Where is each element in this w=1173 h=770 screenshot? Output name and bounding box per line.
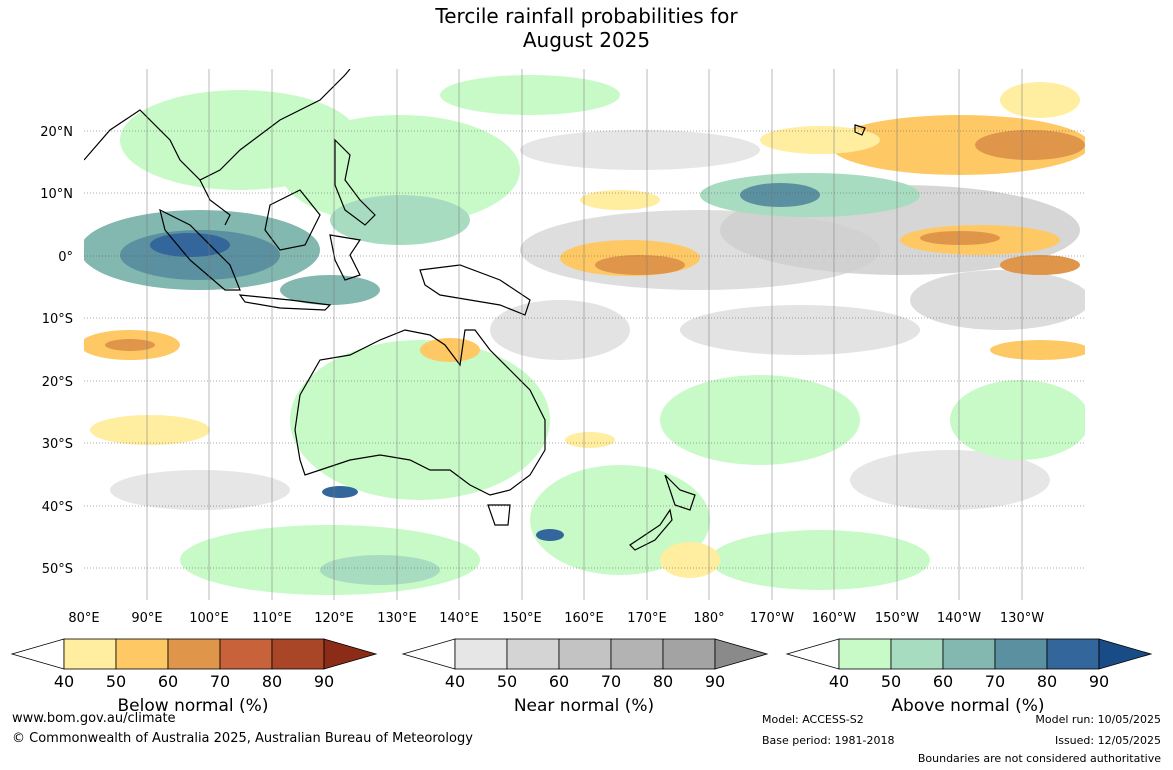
map-canvas: 20°N 10°N 0° 10°S 20°S 30°S 40°S 50°S 80…: [40, 69, 1085, 626]
sulawesi-outline: [329, 234, 362, 281]
lat-label: 20°S: [42, 375, 73, 390]
probability-field: [84, 75, 1085, 595]
lat-label: 20°N: [40, 125, 73, 140]
lat-label: 50°S: [42, 562, 73, 577]
lat-label: 10°N: [40, 187, 73, 202]
lon-label: 180°: [693, 611, 724, 626]
legend-title-above: Above normal (%): [891, 696, 1045, 716]
colorbar-tick-label: 50: [881, 672, 901, 690]
hawaii-outline: [854, 124, 866, 136]
colorbar-segment: [219, 638, 273, 670]
lon-label: 170°E: [627, 611, 667, 626]
tasmania-outline: [487, 504, 511, 526]
lon-label: 140°W: [937, 611, 981, 626]
title-line-2: August 2025: [522, 28, 651, 52]
disclaimer-text: Boundaries are not considered authoritat…: [917, 752, 1161, 765]
colorbar-segment: [115, 638, 169, 670]
sumatra-outline: [159, 208, 241, 291]
lat-label-group: 20°N 10°N 0° 10°S 20°S 30°S 40°S 50°S: [40, 125, 73, 577]
colorbar-segment: [506, 638, 560, 670]
colorbar-high-extension: [714, 638, 769, 670]
colorbar-tick-label: 80: [653, 672, 673, 690]
colorbar-segment: [942, 638, 996, 670]
colorbar-segment: [63, 638, 117, 670]
malay-peninsula: [199, 179, 231, 226]
lon-label: 170°W: [750, 611, 794, 626]
colorbar-tick-label: 70: [601, 672, 621, 690]
colorbar-low-extension: [10, 638, 65, 670]
lon-label: 150°E: [502, 611, 542, 626]
lat-label: 40°S: [42, 500, 73, 515]
colorbar-segment: [890, 638, 944, 670]
colorbar-near-normal: 40 50 60 70 80 90: [401, 638, 769, 690]
colorbar-tick-label: 40: [829, 672, 849, 690]
colorbar-high-extension: [1098, 638, 1153, 670]
lon-label: 140°E: [439, 611, 479, 626]
lon-gridlines: [146, 69, 1023, 600]
lat-label: 10°S: [42, 312, 73, 327]
lon-label: 160°E: [564, 611, 604, 626]
colorbar-segment: [662, 638, 716, 670]
colorbar-tick-label: 90: [705, 672, 725, 690]
colorbar-tick-label: 60: [158, 672, 178, 690]
asia-coast: [84, 69, 351, 181]
legend-title-below: Below normal (%): [117, 696, 269, 716]
map-title: Tercile rainfall probabilities for Augus…: [0, 4, 1173, 52]
colorbar-tick-label: 90: [1089, 672, 1109, 690]
model-run-text: Model run: 10/05/2025: [1035, 713, 1161, 726]
lon-label: 150°W: [875, 611, 919, 626]
lon-label: 80°E: [68, 611, 99, 626]
colorbar-tick-label: 90: [314, 672, 334, 690]
colorbar-low-extension: [785, 638, 840, 670]
copyright-text: © Commonwealth of Australia 2025, Austra…: [12, 731, 473, 746]
lon-label: 120°E: [314, 611, 354, 626]
lat-label: 0°: [58, 250, 73, 265]
title-line-1: Tercile rainfall probabilities for: [435, 4, 738, 28]
new-guinea-outline: [419, 264, 531, 316]
nz-south-island: [629, 508, 673, 551]
colorbar-below-normal: 40 50 60 70 80 90: [10, 638, 378, 690]
colorbar-tick-label: 40: [445, 672, 465, 690]
legend-title-near: Near normal (%): [513, 696, 655, 716]
colorbar-segment: [1046, 638, 1100, 670]
lon-label: 130°E: [377, 611, 417, 626]
lon-label: 100°E: [189, 611, 229, 626]
colorbar-tick-label: 70: [985, 672, 1005, 690]
colorbar-segment: [994, 638, 1048, 670]
colorbar-segment: [558, 638, 612, 670]
colorbar-tick-label: 80: [1037, 672, 1057, 690]
colorbar-segment: [271, 638, 325, 670]
lon-label: 130°W: [1000, 611, 1044, 626]
coastlines: [84, 69, 866, 551]
colorbar-tick-label: 40: [54, 672, 74, 690]
base-period-text: Base period: 1981-2018: [762, 734, 895, 747]
lon-label: 160°W: [812, 611, 856, 626]
lat-gridlines: [84, 130, 1085, 569]
borneo-outline: [264, 189, 321, 251]
colorbar-high-extension: [323, 638, 378, 670]
philippines-outline: [334, 138, 376, 226]
website-link[interactable]: www.bom.gov.au/climate: [12, 711, 176, 726]
colorbar-tick-label: 60: [549, 672, 569, 690]
colorbar-segment: [838, 638, 892, 670]
model-text: Model: ACCESS-S2: [762, 713, 864, 726]
australia-outline: [294, 329, 546, 496]
java-outline: [238, 294, 332, 311]
colorbar-tick-label: 50: [497, 672, 517, 690]
issued-text: Issued: 12/05/2025: [1054, 734, 1161, 747]
lon-label-group: 80°E 90°E 100°E 110°E 120°E 130°E 140°E …: [68, 611, 1044, 626]
colorbar-low-extension: [401, 638, 456, 670]
lon-label: 110°E: [252, 611, 292, 626]
colorbar-tick-label: 60: [933, 672, 953, 690]
nz-north-island: [664, 474, 696, 511]
lon-label: 90°E: [131, 611, 162, 626]
colorbar-tick-label: 70: [210, 672, 230, 690]
colorbar-segment: [167, 638, 221, 670]
colorbar-segment: [454, 638, 508, 670]
colorbar-above-normal: 40 50 60 70 80 90: [785, 638, 1153, 690]
colorbar-tick-label: 80: [262, 672, 282, 690]
lat-label: 30°S: [42, 437, 73, 452]
colorbar-tick-label: 50: [106, 672, 126, 690]
colorbar-segment: [610, 638, 664, 670]
